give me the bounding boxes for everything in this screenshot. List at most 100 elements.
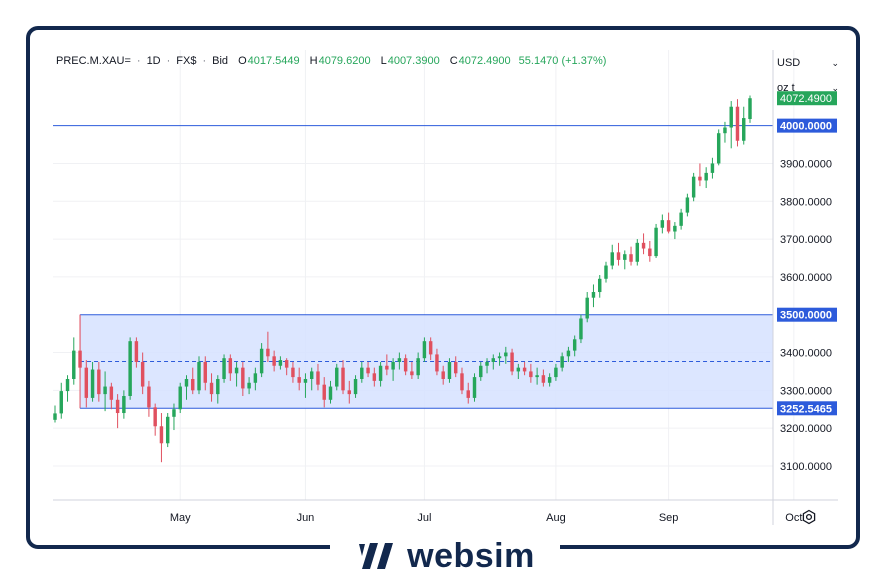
candle-body [685,197,690,213]
candle-body [629,254,633,262]
candle-body [441,371,445,379]
header-separator: · [202,55,207,67]
candle-body [610,252,614,266]
candle-body [742,118,746,141]
candle-body [710,163,715,173]
open-value: 4017.5449 [247,55,300,67]
candle-body [735,106,740,141]
last-price-label: 4072.4900 [780,93,832,105]
candle-body [497,356,502,359]
candle-body [247,382,251,389]
candle-body [316,371,320,385]
candle-body [360,367,364,379]
candle-body [485,361,489,366]
change-value: 55.1470 (+1.37%) [518,55,607,67]
candle-body [641,242,646,249]
candle-body [128,341,132,397]
last-price-label-box [777,91,837,106]
level-label-box [777,401,837,416]
candle-body [466,390,470,398]
candle-body [234,367,239,374]
unit-label: oz t [777,82,795,94]
y-tick-label: 3700.0000 [780,234,832,246]
y-tick-label: 3300.0000 [780,385,832,397]
price-type-label: Bid [212,55,229,67]
x-tick-label: Jun [297,512,315,524]
candle-body [547,377,552,383]
candle-body [729,106,733,128]
chart-frame [26,26,860,549]
candle-body [654,227,658,257]
candle-body [153,407,157,427]
y-tick-label: 3400.0000 [780,348,832,360]
candle-body [591,292,596,298]
candle-body [623,254,627,260]
candle-body [165,416,170,444]
candle-body [378,365,383,381]
candle-body [122,396,126,414]
candle-body [147,386,151,408]
candle-body [410,371,414,376]
low-label: L [380,55,387,67]
candle-body [140,361,145,387]
level-label: 4000.0000 [780,121,832,133]
candle-body [560,356,564,368]
candle-body [228,358,233,374]
candle-body [428,341,433,355]
x-tick-label: Sep [659,512,679,524]
candle-body [679,212,683,226]
high-value: 4079.6200 [318,55,371,67]
candle-body [479,365,483,378]
chevron-down-icon: ⌄ [831,82,839,93]
candle-body [522,367,527,372]
close-label: C [449,55,458,67]
y-tick-label: 3900.0000 [780,158,832,170]
candle-body [579,318,583,340]
candle-body [222,358,226,379]
y-tick-label: 3800.0000 [780,196,832,208]
candle-body [660,220,665,228]
candle-body [266,348,270,357]
candle-body [59,391,63,414]
candle-body [65,378,70,392]
websim-logo-icon [359,543,394,569]
candle-body [566,350,571,357]
candle-body [209,382,214,395]
level-label-box [777,118,837,133]
level-label: 3500.0000 [780,310,832,322]
candle-body [335,367,339,387]
candle-body [491,358,496,362]
candle-body [172,409,176,417]
currency-select[interactable]: USD ⌄ [777,57,839,69]
candle-body [203,361,207,383]
candle-body [159,426,164,444]
candle-body [97,369,101,395]
candle-body [241,367,245,389]
candle-body [303,378,308,383]
candle-body [723,127,727,134]
x-tick-label: May [170,512,191,524]
candle-body [347,390,352,395]
high-label: H [309,55,318,67]
close-value: 4072.4900 [458,55,511,67]
candle-body [309,371,314,379]
candle-body [535,375,539,378]
candle-body [78,350,82,368]
symbol-label[interactable]: PREC.M.XAU= [56,55,131,67]
candle-body [259,348,264,374]
candle-body [598,278,602,293]
candle-body [541,375,546,383]
settings-icon[interactable] [801,509,817,525]
candle-body [447,361,452,379]
level-label-box [777,307,837,322]
candle-body [604,265,608,279]
candle-body [366,367,370,374]
y-tick-label: 3600.0000 [780,272,832,284]
candle-body [84,367,89,398]
open-label: O [238,55,247,67]
unit-select[interactable]: oz t ⌄ [777,82,839,94]
brand-name: websim [407,536,535,575]
interval-label[interactable]: 1D [146,55,161,67]
chevron-down-icon: ⌄ [831,57,839,68]
